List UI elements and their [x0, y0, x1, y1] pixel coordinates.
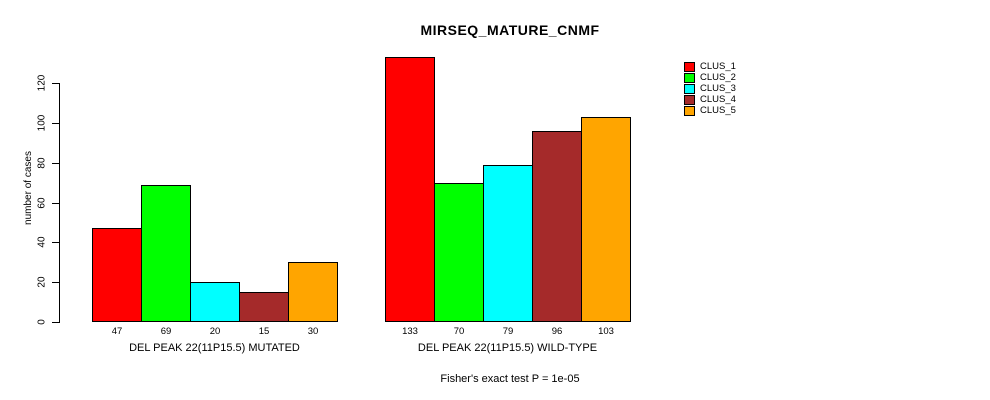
bar-value-label: 47	[111, 326, 123, 337]
bar-value-label: 20	[209, 326, 221, 337]
legend-swatch	[684, 83, 695, 94]
legend-item-CLUS_1: CLUS_1	[684, 62, 736, 73]
legend: CLUS_1 CLUS_2 CLUS_3 CLUS_4 CLUS_5	[684, 62, 736, 116]
y-tick	[52, 322, 59, 323]
bar-value-label: 30	[307, 326, 319, 337]
bar-value-label: 70	[453, 326, 465, 337]
y-axis	[59, 83, 60, 323]
group-label: DEL PEAK 22(11P15.5) WILD-TYPE	[417, 342, 598, 354]
y-tick	[52, 83, 59, 84]
bar-value-label: 79	[502, 326, 514, 337]
bar	[239, 292, 289, 322]
bar-value-label: 69	[160, 326, 172, 337]
bar-value-label: 15	[258, 326, 270, 337]
bar	[92, 228, 142, 322]
footnote-text: Fisher's exact test P = 1e-05	[440, 373, 580, 385]
y-tick	[52, 202, 59, 204]
y-tick-label: 0	[36, 319, 48, 325]
y-tick	[52, 122, 59, 124]
legend-label: CLUS_1	[700, 61, 736, 73]
y-tick-label: 20	[36, 276, 48, 288]
bar	[190, 282, 240, 322]
y-tick-label: 40	[36, 236, 48, 248]
legend-item-CLUS_4: CLUS_4	[684, 94, 736, 105]
bar	[385, 57, 435, 322]
legend-label: CLUS_3	[700, 82, 736, 94]
bar-value-label: 96	[551, 326, 563, 337]
legend-swatch	[684, 73, 695, 84]
bar-value-label: 133	[402, 326, 418, 337]
legend-label: CLUS_5	[700, 104, 736, 116]
legend-item-CLUS_5: CLUS_5	[684, 105, 736, 116]
bar-value-label: 103	[598, 326, 614, 337]
y-tick-label: 100	[36, 114, 48, 132]
bar	[483, 164, 533, 322]
legend-label: CLUS_2	[700, 72, 736, 84]
y-tick	[52, 282, 59, 284]
bar	[532, 130, 582, 322]
chart-title: MIRSEQ_MATURE_CNMF	[420, 22, 600, 38]
bar	[434, 182, 484, 322]
bar	[141, 184, 191, 322]
legend-swatch	[684, 94, 695, 105]
group-label: DEL PEAK 22(11P15.5) MUTATED	[129, 342, 300, 354]
legend-swatch	[684, 62, 695, 73]
y-tick	[52, 162, 59, 164]
bar	[288, 262, 338, 322]
bar	[581, 116, 631, 322]
y-tick-label: 60	[36, 196, 48, 209]
legend-item-CLUS_2: CLUS_2	[684, 73, 736, 84]
y-tick-label: 120	[36, 74, 48, 92]
y-tick-label: 80	[36, 157, 48, 169]
legend-item-CLUS_3: CLUS_3	[684, 82, 736, 95]
legend-swatch	[684, 105, 695, 116]
legend-label: CLUS_4	[700, 93, 736, 105]
y-tick	[52, 242, 59, 244]
